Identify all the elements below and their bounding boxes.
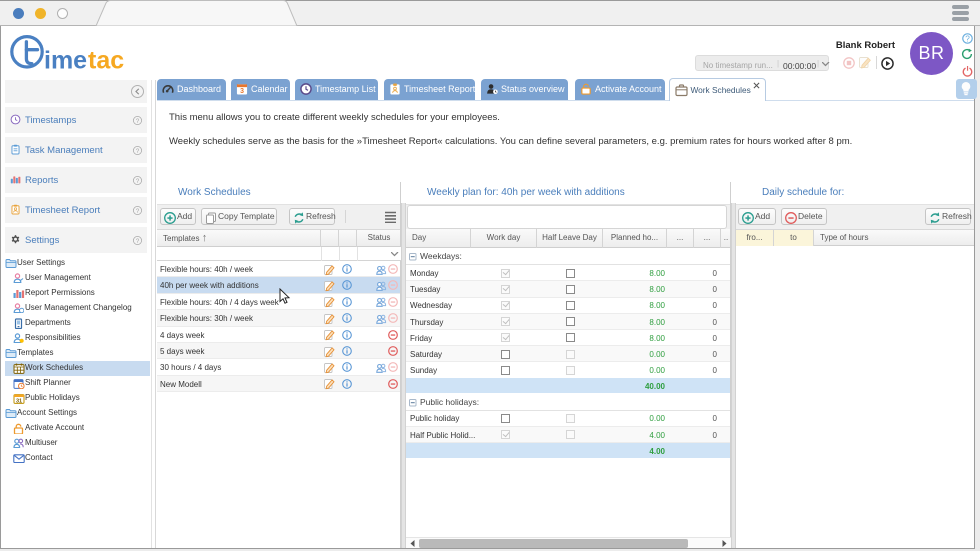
svg-text:3: 3: [240, 88, 244, 95]
svg-text:ime: ime: [44, 47, 87, 74]
svg-text:?: ?: [965, 35, 970, 44]
svg-text:tac: tac: [88, 47, 124, 74]
